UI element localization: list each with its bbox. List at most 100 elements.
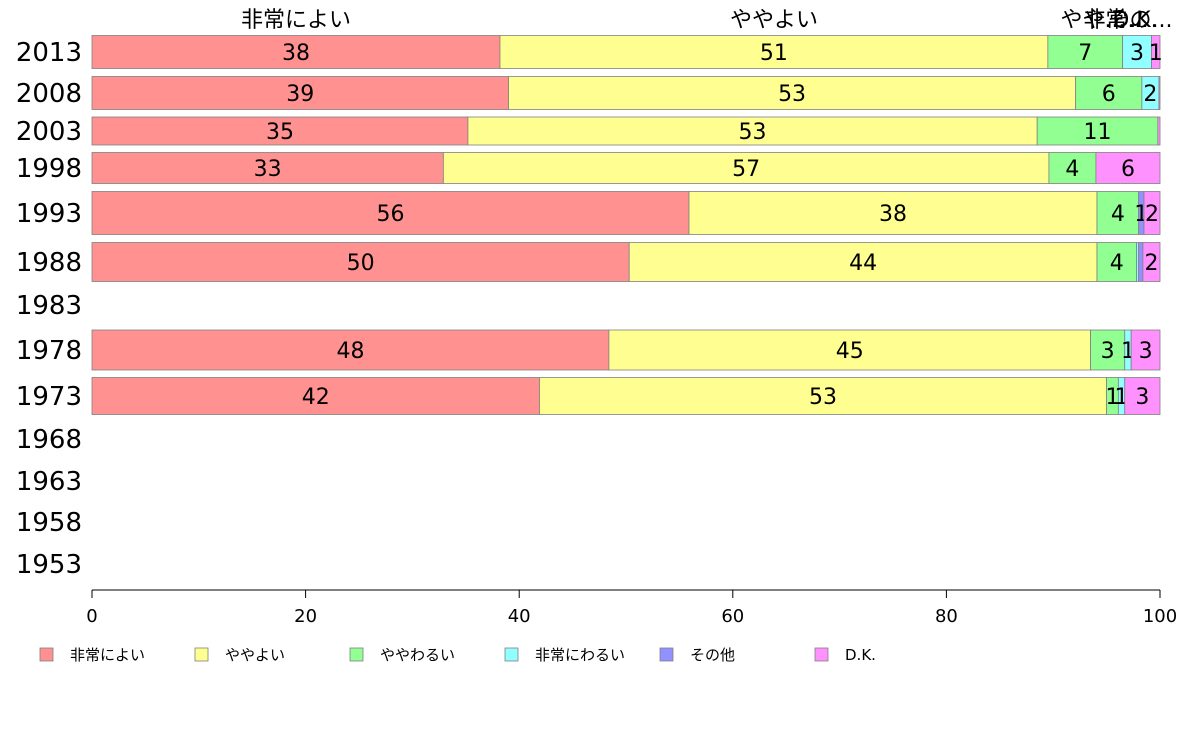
top-label-4: その... (1108, 8, 1173, 33)
bar-1993-2 (1096, 191, 1140, 235)
bar-label-2008-0: 39 (286, 82, 314, 107)
legend-swatch-3 (504, 647, 519, 662)
legend-label-4: その他 (690, 646, 735, 664)
top-label-5: D.K. (1112, 8, 1157, 33)
bar-2003-1 (467, 116, 1038, 146)
bar-label-1978-5: 3 (1139, 339, 1153, 364)
bar-label-1973-0: 42 (302, 385, 330, 410)
bar-1993-0 (91, 191, 690, 235)
bar-label-2003-0: 35 (266, 120, 294, 145)
legend-label-2: ややわるい (380, 646, 455, 664)
x-tick-label-60: 60 (721, 606, 744, 627)
bar-1988-1 (628, 242, 1098, 282)
bar-2013-3 (1122, 35, 1152, 69)
bar-1993-1 (688, 191, 1098, 235)
bar-2008-5 (1158, 76, 1161, 110)
legend-label-3: 非常にわるい (535, 646, 625, 664)
bar-1978-5 (1130, 329, 1161, 371)
bar-label-2013-5: 1 (1149, 41, 1163, 66)
year-label-1988: 1988 (16, 248, 82, 278)
bar-label-2013-1: 51 (760, 41, 788, 66)
bar-label-2013-0: 38 (282, 41, 310, 66)
bar-1988-0 (91, 242, 630, 282)
bar-label-1998-5: 6 (1121, 157, 1135, 182)
top-label-0: 非常によい (241, 8, 351, 33)
bar-2008-1 (508, 76, 1077, 110)
bar-1973-1 (539, 377, 1107, 415)
bar-1988-2 (1096, 242, 1137, 282)
bar-label-1998-0: 33 (254, 157, 282, 182)
year-label-1973: 1973 (16, 382, 82, 412)
bar-1973-0 (91, 377, 540, 415)
year-label-2003: 2003 (16, 117, 82, 147)
bar-label-2008-1: 53 (778, 82, 806, 107)
year-label-1983: 1983 (16, 291, 82, 321)
top-label-2: やや... (1061, 8, 1126, 33)
bar-label-1998-1: 57 (732, 157, 760, 182)
bar-label-1988-2: 4 (1110, 251, 1124, 276)
bar-2013-2 (1047, 35, 1124, 69)
bar-2003-5 (1157, 116, 1161, 146)
x-tick-label-100: 100 (1143, 606, 1177, 627)
legend-label-0: 非常によい (70, 646, 145, 664)
bar-label-1978-2: 3 (1101, 339, 1115, 364)
bar-label-2008-3: 2 (1143, 82, 1157, 107)
bar-2013-1 (499, 35, 1049, 69)
bar-label-1993-5: 2 (1145, 202, 1159, 227)
legend-label-5: D.K. (845, 646, 876, 664)
year-label-1958: 1958 (16, 508, 82, 538)
x-tick-label-20: 20 (294, 606, 317, 627)
bar-label-1973-2: 1 (1105, 385, 1119, 410)
bar-label-1978-0: 48 (336, 339, 364, 364)
top-label-1: ややよい (730, 8, 818, 33)
bar-label-1988-0: 50 (347, 251, 375, 276)
bar-1988-5 (1142, 242, 1161, 282)
x-axis: 0 20 40 60 80 100 (86, 589, 1177, 627)
bar-1988-4 (1138, 242, 1144, 282)
x-tick-label-80: 80 (935, 606, 958, 627)
year-label-1998: 1998 (16, 154, 82, 184)
bar-label-2008-2: 6 (1102, 82, 1116, 107)
x-tick-label-40: 40 (508, 606, 531, 627)
top-label-3: 非常... (1084, 8, 1149, 33)
legend-swatch-2 (349, 647, 364, 662)
year-label-1993: 1993 (16, 199, 82, 229)
bar-1973-5 (1124, 377, 1161, 415)
bar-label-2013-3: 3 (1130, 41, 1144, 66)
bar-1998-5 (1095, 152, 1161, 184)
year-label-1953: 1953 (16, 550, 82, 580)
year-label-1978: 1978 (16, 336, 82, 366)
bar-label-2003-1: 53 (739, 120, 767, 145)
year-label-2013: 2013 (16, 38, 82, 68)
x-tick-label-0: 0 (86, 606, 97, 627)
legend: 非常によい ややよい ややわるい 非常にわるい その他 D.K. (39, 646, 876, 664)
year-label-2008: 2008 (16, 79, 82, 109)
legend-swatch-5 (814, 647, 829, 662)
bar-1998-2 (1048, 152, 1097, 184)
bar-label-1993-1: 38 (879, 202, 907, 227)
legend-swatch-1 (194, 647, 209, 662)
legend-label-1: ややよい (225, 646, 285, 664)
bar-label-1978-1: 45 (836, 339, 864, 364)
bar-label-1973-1: 53 (809, 385, 837, 410)
bar-label-2013-2: 7 (1078, 41, 1092, 66)
year-labels: 2013 2008 2003 1998 1993 1988 1983 1978 1973 1968… (16, 38, 82, 580)
year-label-1963: 1963 (16, 467, 82, 497)
bar-label-1993-2: 4 (1111, 202, 1125, 227)
bar-2013-5 (1151, 35, 1161, 69)
bar-label-2003-2: 11 (1084, 120, 1112, 145)
bar-label-1998-2: 4 (1065, 157, 1079, 182)
year-label-1968: 1968 (16, 425, 82, 455)
bar-2008-0 (91, 76, 509, 110)
bar-label-1988-1: 44 (849, 251, 877, 276)
bar-1978-0 (91, 329, 610, 371)
bar-2008-2 (1075, 76, 1143, 110)
top-labels: 非常によい ややよい やや...非常...その...D.K. (241, 8, 1173, 33)
bar-label-1993-0: 56 (377, 202, 405, 227)
bar-1993-5 (1143, 191, 1161, 235)
bar-1998-0 (91, 152, 444, 184)
bar-label-1973-5: 3 (1135, 385, 1149, 410)
legend-swatch-0 (39, 647, 54, 662)
legend-swatch-4 (659, 647, 674, 662)
